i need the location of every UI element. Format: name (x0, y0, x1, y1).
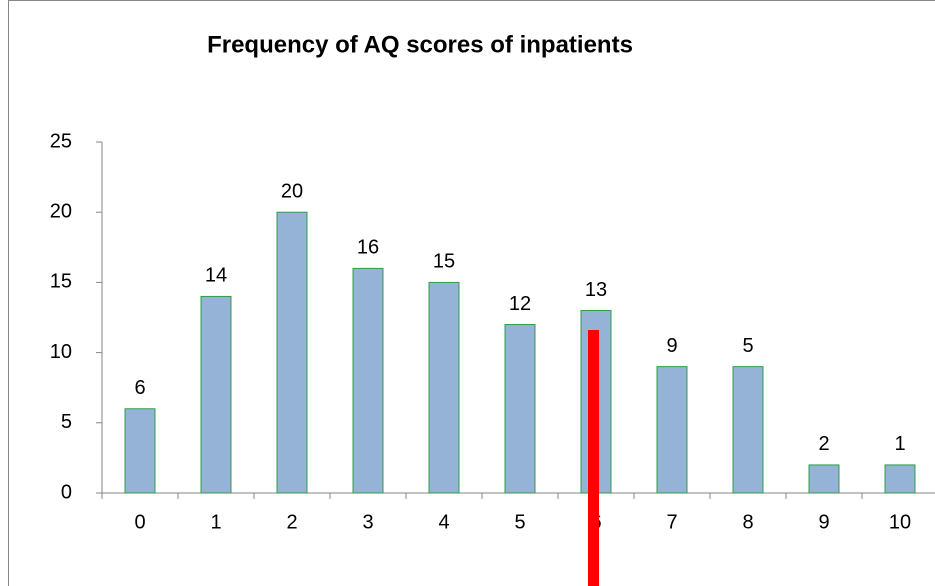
x-tick-label: 2 (286, 511, 297, 533)
data-label: 1 (894, 433, 905, 455)
x-tick-label: 0 (134, 511, 145, 533)
data-label: 14 (205, 265, 227, 287)
x-tick-label: 4 (438, 511, 449, 533)
data-label: 5 (742, 335, 753, 357)
x-tick-label: 9 (818, 511, 829, 533)
red-marker (588, 330, 599, 586)
bar (276, 211, 308, 494)
data-label: 13 (585, 279, 607, 301)
data-label: 16 (357, 237, 379, 259)
x-tick-label: 8 (742, 511, 753, 533)
bar (200, 295, 232, 494)
data-label: 6 (134, 377, 145, 399)
x-tick-label: 3 (362, 511, 373, 533)
data-label: 20 (281, 180, 303, 202)
y-tick-label: 10 (50, 341, 72, 363)
data-label: 12 (509, 293, 531, 315)
y-tick-label: 5 (61, 411, 72, 433)
y-tick-label: 0 (61, 481, 72, 503)
bar (656, 366, 688, 494)
bar (504, 324, 536, 494)
bar (124, 408, 156, 494)
bar (808, 464, 840, 494)
y-tick-label: 15 (50, 271, 72, 293)
bar (884, 464, 916, 494)
bar (428, 281, 460, 494)
y-tick-label: 25 (50, 130, 72, 152)
bar (732, 366, 764, 494)
chart-border (8, 0, 935, 586)
x-tick-label: 5 (514, 511, 525, 533)
y-tick-label: 20 (50, 200, 72, 222)
x-tick-label: 7 (666, 511, 677, 533)
data-label: 2 (818, 433, 829, 455)
x-tick-label: 10 (889, 511, 911, 533)
x-tick-label: 1 (210, 511, 221, 533)
data-label: 15 (433, 251, 455, 273)
chart-title: Frequency of AQ scores of inpatients (207, 31, 633, 58)
bar (352, 267, 384, 494)
data-label: 9 (666, 335, 677, 357)
